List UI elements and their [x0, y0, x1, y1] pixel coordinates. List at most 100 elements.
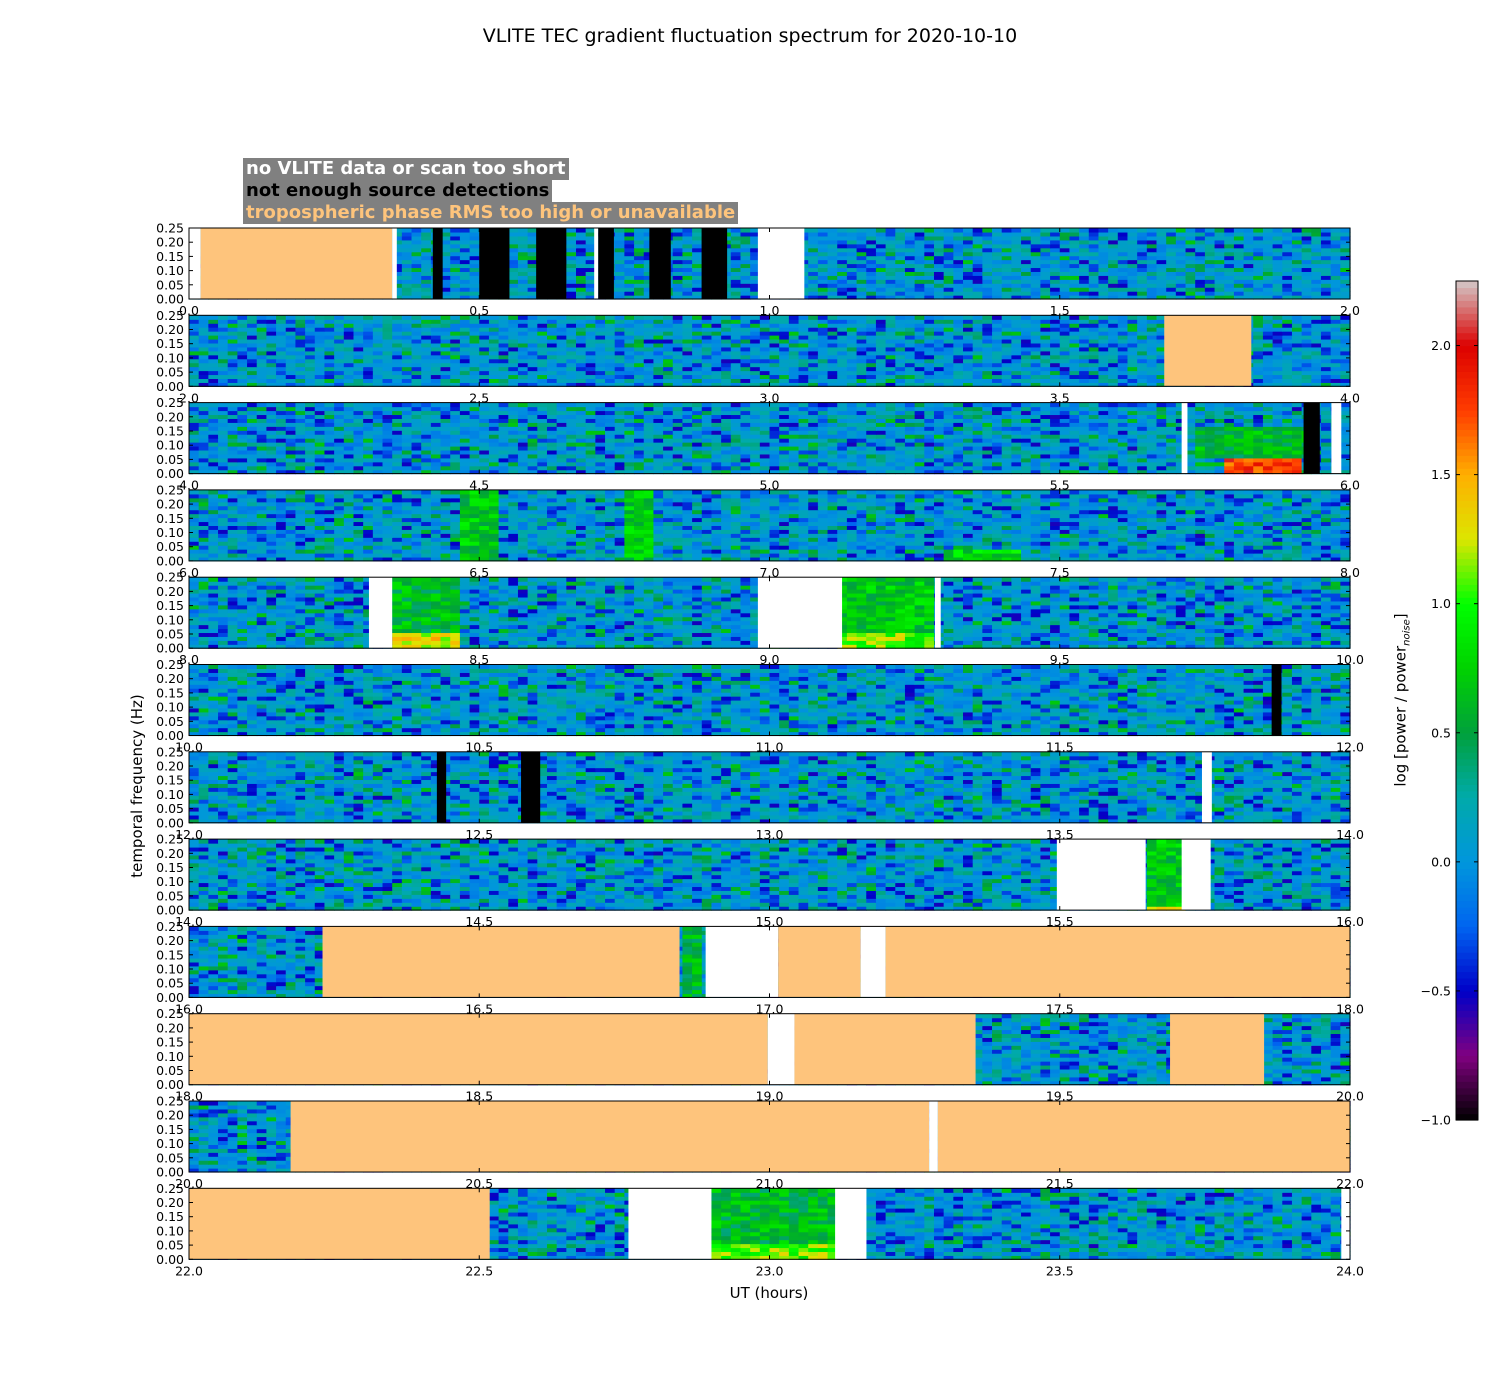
- heatmap-cell: [1098, 267, 1108, 272]
- heatmap-cell: [624, 271, 634, 276]
- heatmap-cell: [1079, 260, 1089, 265]
- heatmap-cell: [857, 283, 867, 288]
- heatmap-cell: [1060, 252, 1070, 257]
- heatmap-cell: [450, 287, 460, 292]
- heatmap-cell: [615, 264, 625, 269]
- heatmap-cell: [1321, 287, 1331, 292]
- heatmap-cell: [1253, 275, 1263, 280]
- heatmap-cell: [1311, 271, 1321, 276]
- heatmap-cell: [740, 271, 750, 276]
- heatmap-cell: [1331, 279, 1341, 284]
- heatmap-cell: [634, 260, 644, 265]
- heatmap-cell: [1137, 267, 1147, 272]
- heatmap-cell: [1147, 256, 1157, 261]
- heatmap-cell: [402, 248, 412, 253]
- heatmap-cell: [1050, 264, 1060, 269]
- heatmap-cell: [1118, 279, 1128, 284]
- heatmap-cell: [673, 267, 683, 272]
- heatmap-cell: [1176, 287, 1186, 292]
- heatmap-cell: [944, 252, 954, 257]
- heatmap-cell: [508, 283, 518, 288]
- heatmap-cell: [1089, 275, 1099, 280]
- heatmap-cell: [1263, 287, 1273, 292]
- heatmap-cell: [963, 279, 973, 284]
- heatmap-cell: [1195, 287, 1205, 292]
- heatmap-cell: [1060, 256, 1070, 261]
- heatmap-cell: [460, 256, 470, 261]
- heatmap-cell: [1340, 291, 1350, 296]
- heatmap-cell: [828, 256, 838, 261]
- heatmap-cell: [1253, 252, 1263, 257]
- heatmap-cell: [1166, 271, 1176, 276]
- heatmap-cell: [1147, 267, 1157, 272]
- heatmap-cell: [924, 287, 934, 292]
- heatmap-cell: [470, 260, 480, 265]
- heatmap-cell: [1321, 279, 1331, 284]
- heatmap-cell: [1311, 260, 1321, 265]
- heatmap-cell: [1292, 287, 1302, 292]
- heatmap-cell: [692, 264, 702, 269]
- heatmap-cell: [1031, 256, 1041, 261]
- heatmap-cell: [1021, 279, 1031, 284]
- heatmap-cell: [673, 256, 683, 261]
- heatmap-cell: [615, 256, 625, 261]
- heatmap-cell: [1137, 283, 1147, 288]
- heatmap-cell: [470, 283, 480, 288]
- heatmap-cell: [402, 275, 412, 280]
- heatmap-cell: [1069, 275, 1079, 280]
- heatmap-cell: [1069, 287, 1079, 292]
- heatmap-cell: [905, 252, 915, 257]
- heatmap-cell: [837, 279, 847, 284]
- heatmap-cell: [915, 275, 925, 280]
- heatmap-cell: [1157, 271, 1167, 276]
- heatmap-cell: [1186, 291, 1196, 296]
- heatmap-cell: [1050, 279, 1060, 284]
- heatmap-cell: [421, 291, 431, 296]
- heatmap-cell: [412, 275, 422, 280]
- heatmap-cell: [1040, 287, 1050, 292]
- heatmap-cell: [1021, 264, 1031, 269]
- heatmap-cell: [624, 287, 634, 292]
- heatmap-cell: [682, 260, 692, 265]
- heatmap-cell: [963, 271, 973, 276]
- heatmap-cell: [1234, 260, 1244, 265]
- heatmap-cell: [818, 267, 828, 272]
- heatmap-cell: [731, 275, 741, 280]
- heatmap-cell: [576, 291, 586, 296]
- heatmap-cell: [1224, 279, 1234, 284]
- heatmap-cell: [1089, 256, 1099, 261]
- heatmap-cell: [905, 256, 915, 261]
- heatmap-cell: [1263, 256, 1273, 261]
- heatmap-cell: [1282, 279, 1292, 284]
- heatmap-cell: [953, 287, 963, 292]
- heatmap-cell: [1195, 275, 1205, 280]
- heatmap-cell: [982, 260, 992, 265]
- heatmap-cell: [808, 264, 818, 269]
- heatmap-cell: [1244, 252, 1254, 257]
- heatmap-cell: [847, 267, 857, 272]
- heatmap-cell: [905, 279, 915, 284]
- heatmap-cell: [1002, 260, 1012, 265]
- heatmap-cell: [895, 271, 905, 276]
- heatmap-cell: [1021, 283, 1031, 288]
- heatmap-cell: [828, 271, 838, 276]
- heatmap-cell: [944, 283, 954, 288]
- heatmap-cell: [1195, 291, 1205, 296]
- heatmap-cell: [934, 291, 944, 296]
- heatmap-cell: [924, 260, 934, 265]
- heatmap-cell: [682, 252, 692, 257]
- heatmap-cell: [1079, 283, 1089, 288]
- heatmap-cell: [857, 260, 867, 265]
- heatmap-cell: [992, 283, 1002, 288]
- heatmap-cell: [692, 291, 702, 296]
- heatmap-cell: [1205, 256, 1215, 261]
- heatmap-cell: [876, 264, 886, 269]
- heatmap-cell: [828, 260, 838, 265]
- heatmap-cell: [460, 287, 470, 292]
- heatmap-cell: [1021, 256, 1031, 261]
- heatmap-cell: [808, 256, 818, 261]
- heatmap-cell: [1118, 267, 1128, 272]
- heatmap-cell: [857, 279, 867, 284]
- heatmap-cell: [1331, 275, 1341, 280]
- heatmap-cell: [886, 267, 896, 272]
